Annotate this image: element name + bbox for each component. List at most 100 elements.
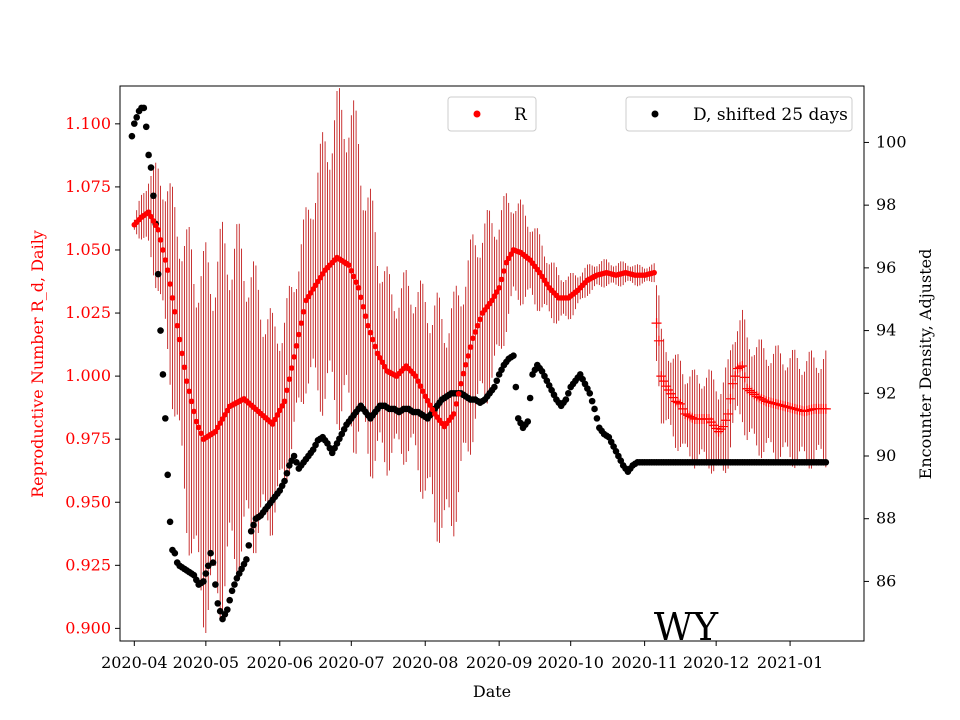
r-projected-point	[766, 397, 776, 408]
r-point	[412, 373, 419, 379]
r-point	[353, 279, 359, 285]
r-projected-point	[732, 363, 743, 374]
error-bars	[133, 88, 827, 634]
series-d-points	[128, 104, 830, 623]
d-point	[128, 132, 136, 140]
r-point	[470, 335, 476, 342]
d-point	[154, 270, 162, 278]
r-projected-point	[651, 318, 662, 329]
r-point	[186, 388, 192, 395]
r-projected-point	[682, 410, 693, 421]
r-point	[348, 267, 355, 274]
d-point	[159, 371, 167, 378]
left-tick-label: 1.100	[65, 114, 111, 133]
r-point	[269, 421, 276, 427]
r-point	[195, 424, 202, 431]
r-projected-point	[754, 392, 765, 403]
r-point	[274, 412, 281, 418]
r-projected-point	[670, 396, 681, 407]
r-projected-point	[820, 403, 831, 414]
d-point	[147, 164, 155, 171]
d-point	[247, 527, 255, 535]
r-projected-point	[730, 371, 741, 382]
r-projected-point	[684, 411, 695, 422]
r-point	[501, 268, 507, 274]
legend-d-marker	[651, 110, 659, 118]
r-point	[198, 430, 204, 437]
r-projected-point	[770, 398, 781, 409]
r-point	[374, 350, 381, 357]
legend-d-label: D, shifted 25 days	[693, 105, 848, 125]
r-point	[372, 343, 378, 350]
r-point	[188, 398, 195, 405]
r-point	[164, 267, 171, 273]
d-point	[524, 418, 532, 425]
r-point	[148, 213, 154, 220]
r-projected-point	[780, 401, 791, 412]
r-point	[379, 359, 386, 366]
d-point	[209, 559, 217, 566]
left-tick-label: 0.925	[65, 555, 111, 574]
r-point	[183, 378, 190, 384]
legend-r-label: R	[514, 105, 528, 125]
r-point	[427, 402, 433, 408]
r-point	[455, 390, 462, 397]
r-point	[224, 407, 231, 414]
r-point	[181, 364, 188, 371]
d-point	[290, 452, 298, 460]
r-point	[467, 344, 474, 350]
r-point	[279, 403, 285, 409]
r-point	[191, 408, 197, 415]
d-point	[162, 415, 169, 422]
r-projected-point	[680, 408, 691, 419]
x-tick-label: 2020-07	[318, 653, 384, 672]
d-point	[145, 151, 152, 159]
d-point	[228, 587, 236, 595]
r-projected-point	[656, 371, 667, 382]
r-point	[453, 401, 460, 407]
d-point	[565, 389, 572, 397]
r-projected-point	[756, 393, 767, 404]
x-tick-label: 2020-06	[247, 653, 313, 672]
r-point	[458, 380, 464, 387]
r-projected-point	[794, 405, 805, 416]
r-projected-point	[725, 393, 736, 404]
r-point	[496, 285, 502, 291]
r-point	[350, 273, 357, 280]
r-projected-point	[687, 412, 698, 423]
r-point	[508, 251, 514, 257]
r-projected-point	[785, 402, 796, 413]
r-projected-point	[761, 396, 772, 407]
r-point	[503, 259, 510, 266]
r-point	[367, 329, 374, 336]
r-projected-point	[806, 404, 817, 415]
x-tick-label: 2020-10	[537, 653, 603, 672]
r-projected-point	[792, 404, 803, 415]
r-projected-point	[715, 424, 726, 435]
r-point	[288, 365, 295, 371]
d-point	[281, 477, 288, 485]
legend-d-box	[625, 96, 853, 132]
r-projected-point	[787, 403, 798, 414]
d-point	[171, 549, 179, 557]
right-tick-label: 94	[876, 321, 896, 340]
r-point	[429, 406, 436, 413]
r-point	[465, 353, 471, 359]
right-tick-label: 98	[876, 195, 896, 214]
state-annotation: WY	[654, 605, 719, 649]
r-point	[219, 416, 226, 422]
r-point	[362, 313, 369, 319]
r-point	[174, 322, 181, 329]
r-point	[417, 383, 424, 390]
r-projected-point	[658, 376, 669, 387]
r-projected-point	[653, 335, 664, 346]
left-tick-label: 0.950	[65, 492, 111, 511]
d-point	[562, 396, 570, 403]
r-point	[300, 308, 307, 315]
r-point	[489, 297, 495, 304]
right-tick-label: 88	[876, 509, 896, 528]
d-point	[250, 521, 257, 529]
x-tick-label: 2020-09	[466, 653, 532, 672]
right-tick-label: 86	[876, 571, 896, 590]
r-projected-point	[713, 426, 724, 437]
